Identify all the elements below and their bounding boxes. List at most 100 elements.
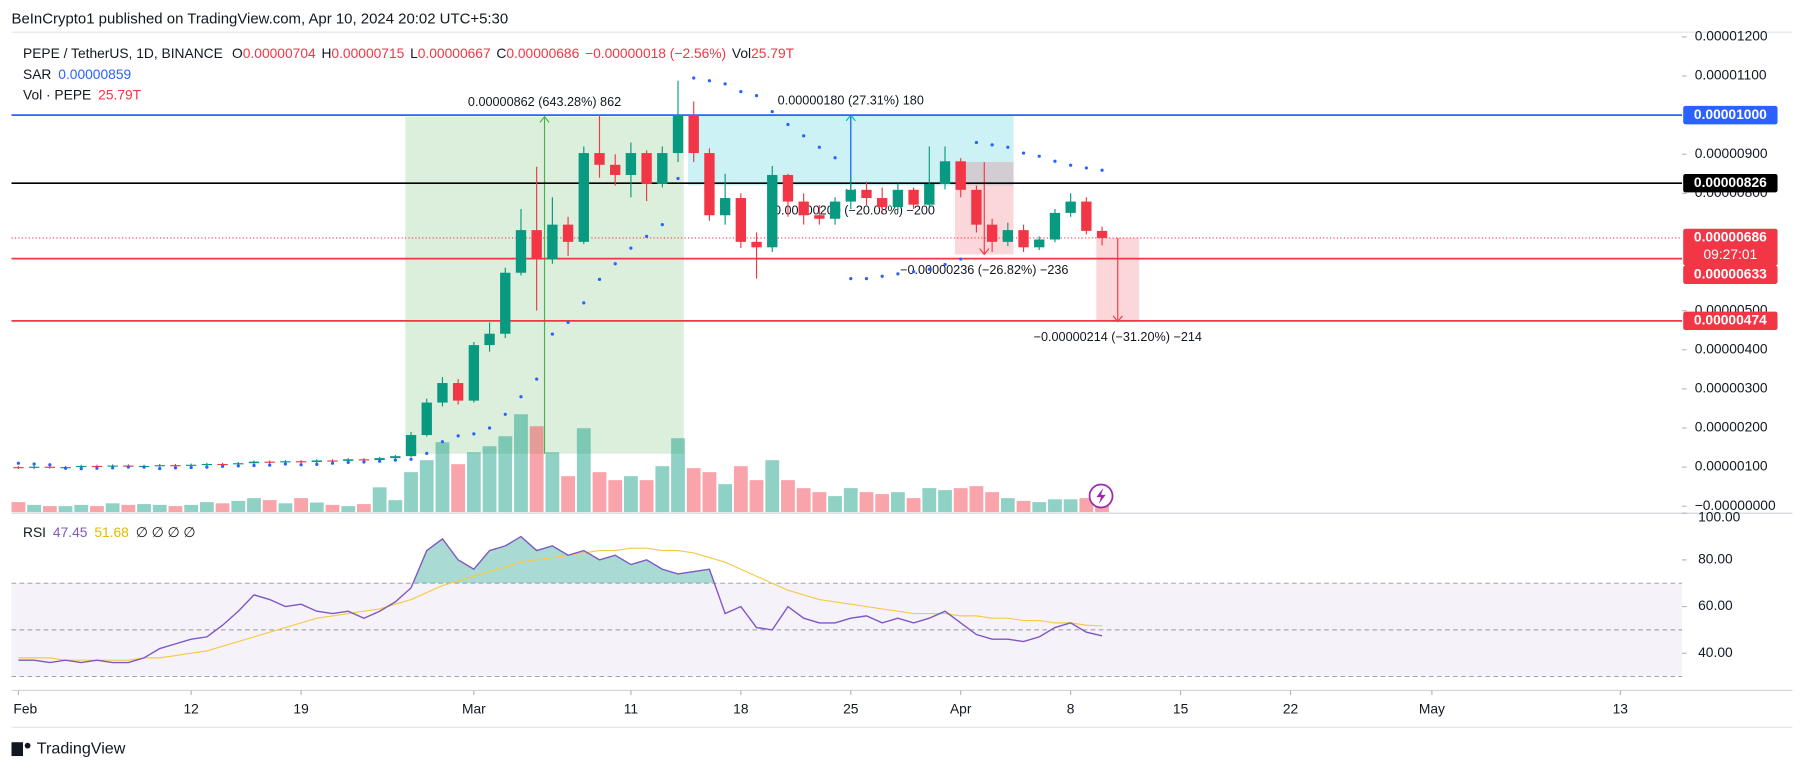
volume-bar [608,480,623,513]
sar-dot [220,464,225,468]
ohlc-key: H [321,46,331,61]
sar-dot [440,440,445,444]
volume-bar [498,436,513,513]
sar-dot [802,134,806,138]
sar-dot [613,262,617,266]
candle-body [688,115,699,154]
candle-body [327,460,338,462]
sar-dot [723,82,727,86]
sar-dot [346,460,350,465]
volume-bar [812,492,827,513]
level-label: 0.00001000 [1694,107,1767,122]
volume-bar [1016,500,1031,513]
candle-body [44,466,56,468]
sar-dot [1084,166,1088,170]
sar-dot [582,301,586,305]
volume-bar [168,506,183,513]
volume-bar [592,472,607,513]
volume-bar [388,500,403,513]
candle-body [390,456,401,459]
volume-bar [576,428,591,513]
x-tick-label: 25 [843,702,859,717]
x-tick-label: 8 [1067,702,1075,717]
volume-bar [294,498,309,513]
sar-dot [158,467,162,471]
sar-dot [16,461,21,465]
rsi-legend: RSI 47.45 51.68 ∅ ∅ ∅ ∅ [23,524,195,539]
volume-bar [105,503,120,513]
x-tick-label: Mar [462,702,486,717]
volume-bar [1000,498,1015,513]
sar-dot [1006,145,1010,149]
sar-dot [409,457,413,461]
volume-bar [639,480,654,513]
volume-bar [1048,499,1062,513]
volume-bar [278,503,293,513]
x-tick-label: 19 [293,702,309,717]
measure-label: 0.00000862 (643.28%) 862 [468,95,621,109]
candle-body [343,459,354,461]
volume-bar [514,414,528,513]
rsi-tick-label: 80.00 [1698,552,1733,567]
level-label-box [1683,173,1778,193]
volume-key: Vol [732,46,751,61]
sar-dot [959,257,963,261]
candle-body [154,465,165,467]
volume-bar [90,506,104,513]
sar-dot [519,395,523,399]
rsi-value: 47.45 [53,524,88,539]
sar-dot [425,451,429,456]
candle-body [814,215,825,219]
sar-dot [739,90,743,94]
volume-last: 25.79T [98,87,142,102]
candle-body [421,402,432,436]
sar-dot [1069,163,1073,167]
candle-body [405,435,417,457]
sar-dot [378,459,382,463]
alert-icon [1088,483,1114,509]
candle-body [892,189,904,208]
candle-body [452,383,464,401]
ohlc-value: 0.00000715 [331,46,404,61]
volume-bar [922,488,937,513]
y-tick-label: 0.00000100 [1695,459,1768,474]
sar-dot [393,458,397,462]
sar-dot [299,463,303,467]
volume-bar [121,504,136,513]
x-tick-label: Apr [950,702,972,717]
sar-dot [252,463,256,468]
ohlc-value: 0.00000704 [243,46,316,61]
volume-bar [435,442,450,513]
sar-dot [1100,168,1104,172]
ohlc-key: L [410,46,418,61]
sar-dot [911,269,916,274]
candle-body [861,189,872,199]
candle-body [877,198,888,208]
y-tick-label: 0.00001100 [1695,68,1767,83]
sar-dot [32,462,36,466]
sar-dot [268,463,272,467]
candle-body [311,460,322,463]
y-tick-label: 0.00001200 [1695,29,1768,44]
countdown: 09:27:01 [1704,247,1758,262]
volume-bar [624,476,638,513]
candle-body [280,461,291,463]
measure-label: 0.00000180 (27.31%) 180 [778,94,924,108]
candle-body [1049,212,1061,240]
volume-bar [199,502,214,513]
volume-bar [325,504,340,513]
candle-body [28,466,40,468]
volume-bar [655,466,670,513]
sar-name: SAR [23,66,51,81]
volume-legend: Vol · PEPE 25.79T [23,87,142,102]
sar-dot [173,466,178,470]
volume-bar [482,446,497,513]
sar-dot [205,465,209,469]
volume-bar [42,506,57,513]
candle-body [610,164,621,175]
candle-body [829,201,841,219]
symbol: PEPE / TetherUS, 1D, BINANCE [23,46,223,61]
ohlc-value: 0.00000686 [506,46,579,61]
